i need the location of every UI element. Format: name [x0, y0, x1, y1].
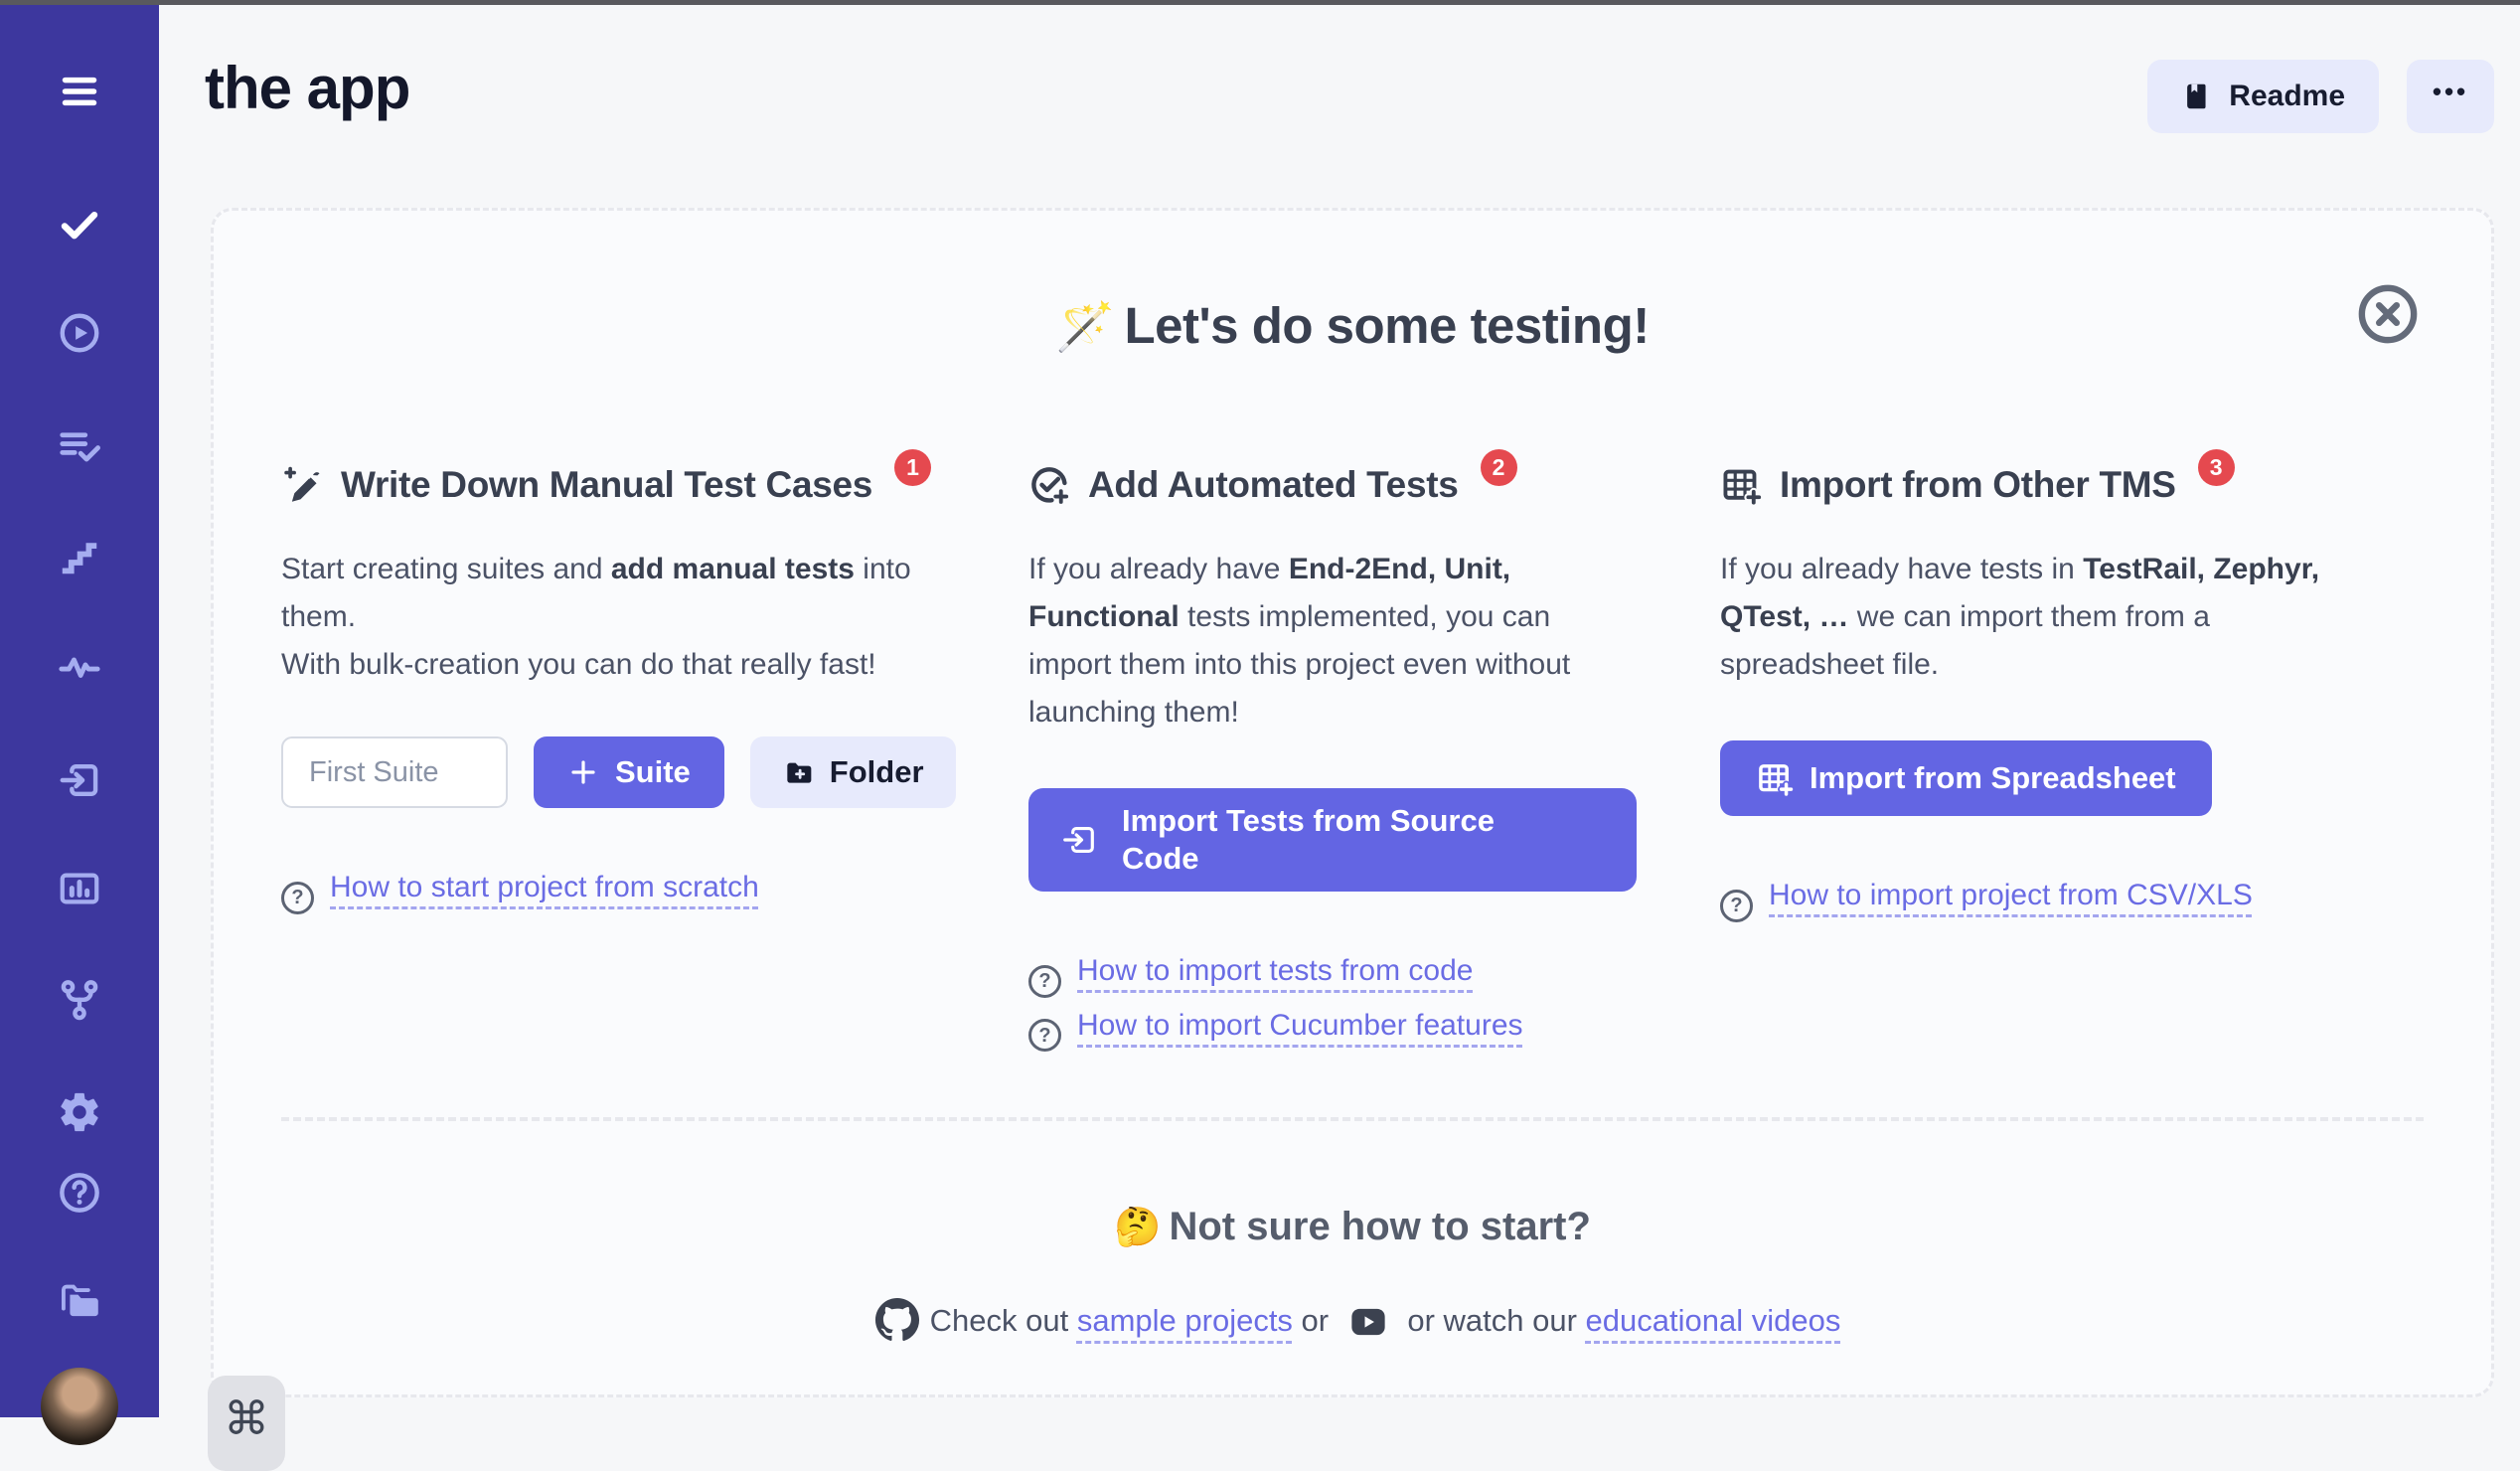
column-title: Add Automated Tests — [1088, 464, 1459, 505]
sidebar-item-projects[interactable] — [54, 1274, 105, 1326]
question-circle-icon: ? — [1028, 1019, 1061, 1052]
plus-icon — [567, 756, 599, 788]
dashed-separator — [281, 1117, 2424, 1121]
bar-chart-icon — [57, 866, 102, 911]
circle-x-icon — [2356, 282, 2420, 346]
user-avatar[interactable] — [41, 1368, 118, 1445]
circle-check-plus-icon — [1028, 464, 1070, 506]
table-plus-icon — [1756, 759, 1794, 797]
step-badge-3: 3 — [2197, 448, 2235, 486]
step-badge-2: 2 — [1480, 448, 1517, 486]
sidebar-item-milestones[interactable] — [54, 531, 105, 582]
import-from-spreadsheet-button[interactable]: Import from Spreadsheet — [1720, 740, 2212, 816]
step-badge-1: 1 — [894, 448, 932, 486]
help-link-import-csv-xls[interactable]: ? How to import project from CSV/XLS — [1720, 870, 2328, 922]
card-title: 🪄 Let's do some testing! — [1055, 297, 1650, 354]
readme-button[interactable]: Readme — [2147, 60, 2379, 133]
column-import-other-tms: Import from Other TMS 3 If you already h… — [1720, 448, 2328, 1052]
sample-projects-link[interactable]: sample projects — [1076, 1303, 1293, 1338]
column-description: Start creating suites and add manual tes… — [281, 553, 911, 681]
educational-videos-link[interactable]: educational videos — [1585, 1303, 1841, 1338]
check-icon — [57, 202, 102, 247]
column-title: Import from Other TMS — [1780, 464, 2176, 505]
gear-icon — [57, 1089, 102, 1135]
table-plus-icon — [1720, 464, 1762, 506]
add-folder-button[interactable]: Folder — [749, 736, 956, 808]
ellipsis-icon: ••• — [2432, 76, 2469, 106]
readme-label: Readme — [2229, 80, 2345, 112]
question-circle-icon: ? — [1720, 889, 1753, 922]
sidebar-item-help[interactable] — [54, 1167, 105, 1219]
magic-pen-icon — [281, 464, 323, 506]
github-icon — [874, 1297, 920, 1343]
page-title: the app — [205, 55, 410, 121]
hamburger-menu-icon — [57, 69, 102, 114]
question-circle-icon: ? — [1028, 964, 1061, 998]
menu-toggle-button[interactable] — [54, 66, 105, 117]
stairs-icon — [57, 534, 102, 579]
activity-icon — [57, 643, 102, 689]
footer-title: 🤔 Not sure how to start? — [1114, 1205, 1591, 1248]
import-icon — [57, 757, 102, 803]
column-description: If you already have tests in TestRail, Z… — [1720, 553, 2320, 681]
folders-icon — [57, 1277, 102, 1323]
help-circle-icon — [57, 1170, 102, 1216]
add-suite-button[interactable]: Suite — [534, 736, 724, 808]
column-description: If you already have End-2End, Unit, Func… — [1028, 553, 1571, 729]
thinking-emoji: 🤔 — [1114, 1207, 1162, 1248]
help-link-import-from-code[interactable]: ? How to import tests from code — [1028, 945, 1637, 998]
play-circle-icon — [57, 310, 102, 356]
git-fork-icon — [57, 977, 102, 1023]
import-icon — [1060, 821, 1098, 859]
column-automated-tests: Add Automated Tests 2 If you already hav… — [1028, 448, 1637, 1052]
column-heading: Add Automated Tests 2 — [1028, 448, 1637, 506]
suite-form: Suite Folder — [281, 736, 956, 808]
youtube-icon — [1347, 1301, 1389, 1343]
sidebar-item-defects[interactable] — [54, 640, 105, 692]
magic-wand-emoji: 🪄 — [1055, 301, 1115, 354]
sidebar-item-test-plans[interactable] — [54, 421, 105, 473]
command-shortcut-button[interactable]: ⌘ — [208, 1376, 285, 1471]
sidebar — [0, 5, 159, 1445]
footer-links-line: Check out sample projects or or watch ou… — [214, 1297, 2491, 1343]
sidebar-item-test-runs[interactable] — [54, 307, 105, 359]
sidebar-item-settings[interactable] — [54, 1086, 105, 1138]
column-heading: Import from Other TMS 3 — [1720, 448, 2328, 506]
more-button[interactable]: ••• — [2407, 60, 2494, 133]
close-card-button[interactable] — [2356, 282, 2420, 346]
sidebar-item-requirements[interactable] — [54, 754, 105, 806]
column-heading: Write Down Manual Test Cases 1 — [281, 448, 945, 506]
help-link-import-cucumber[interactable]: ? How to import Cucumber features — [1028, 1000, 1637, 1052]
suite-name-input[interactable] — [281, 736, 508, 808]
column-title: Write Down Manual Test Cases — [341, 464, 873, 505]
question-circle-icon: ? — [281, 881, 314, 914]
sidebar-item-reports[interactable] — [54, 863, 105, 914]
help-link-start-from-scratch[interactable]: ? How to start project from scratch — [281, 862, 945, 914]
import-tests-from-source-code-button[interactable]: Import Tests from Source Code — [1028, 788, 1637, 892]
book-icon — [2181, 81, 2213, 112]
list-check-icon — [57, 424, 102, 470]
column-manual-test-cases: Write Down Manual Test Cases 1 Start cre… — [281, 448, 956, 1052]
onboarding-columns: Write Down Manual Test Cases 1 Start cre… — [214, 448, 2491, 1052]
sidebar-item-test-cases[interactable] — [54, 199, 105, 250]
sidebar-item-environments[interactable] — [54, 974, 105, 1026]
onboarding-card: 🪄 Let's do some testing! Write Down Manua… — [208, 208, 2494, 1471]
folder-plus-icon — [782, 756, 814, 788]
window-top-strip — [0, 0, 2520, 5]
header-actions: Readme ••• — [2147, 60, 2494, 133]
